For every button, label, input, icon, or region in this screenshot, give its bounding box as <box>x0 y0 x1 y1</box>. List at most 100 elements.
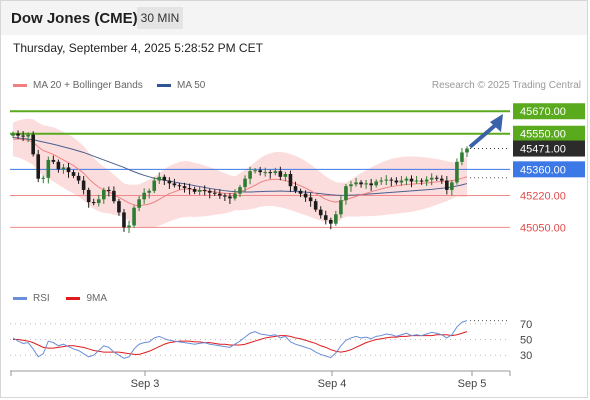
last-price-label: 45471.00 <box>520 144 566 156</box>
candle-body-86 <box>445 181 449 190</box>
candle-body-53 <box>279 171 283 177</box>
x-tick-label-0: Sep 3 <box>131 378 160 390</box>
candle-body-34 <box>183 186 187 188</box>
candle-body-72 <box>374 182 378 186</box>
candle-body-56 <box>294 186 298 191</box>
candle-body-73 <box>379 181 383 182</box>
candle-body-11 <box>67 167 71 172</box>
candle-body-84 <box>435 178 439 179</box>
candle-body-21 <box>117 201 121 212</box>
candle-body-68 <box>354 182 358 184</box>
candle-body-28 <box>152 181 156 191</box>
candle-body-40 <box>213 193 217 194</box>
candle-body-30 <box>163 177 167 181</box>
candle-body-16 <box>92 202 96 203</box>
candle-body-10 <box>62 167 66 169</box>
candle-body-38 <box>203 190 207 191</box>
candle-body-75 <box>390 180 394 181</box>
candle-body-9 <box>57 162 61 169</box>
candle-body-78 <box>405 179 409 181</box>
level-label-1: 45550.00 <box>520 129 566 141</box>
candle-body-49 <box>258 170 262 172</box>
candle-body-18 <box>102 190 106 199</box>
level-label-3: 45360.00 <box>520 164 566 176</box>
candle-body-46 <box>243 179 247 187</box>
candle-body-33 <box>178 185 182 186</box>
candle-body-6 <box>41 178 45 179</box>
candle-body-31 <box>168 181 172 184</box>
candle-body-32 <box>173 183 177 185</box>
candle-body-3 <box>26 135 30 137</box>
candle-body-89 <box>460 152 464 161</box>
candle-body-12 <box>72 172 76 176</box>
candle-body-2 <box>21 136 25 137</box>
candle-body-51 <box>268 172 272 173</box>
candle-body-15 <box>87 190 91 202</box>
candle-body-61 <box>319 210 323 216</box>
candle-body-5 <box>36 154 40 178</box>
candle-body-43 <box>228 196 232 198</box>
candle-body-35 <box>188 188 192 189</box>
rsi-tick-label-1: 50 <box>520 335 532 347</box>
candle-body-1 <box>16 134 20 136</box>
candle-body-42 <box>223 196 227 197</box>
candle-body-52 <box>274 171 278 173</box>
candle-body-67 <box>349 184 353 186</box>
candle-body-25 <box>137 199 141 207</box>
candle-body-82 <box>425 180 429 182</box>
candle-body-8 <box>52 160 56 162</box>
x-tick-label-2: Sep 5 <box>458 378 487 390</box>
candle-body-58 <box>304 194 308 198</box>
x-tick-label-1: Sep 4 <box>318 378 347 390</box>
candle-body-74 <box>384 180 388 181</box>
candle-body-87 <box>450 182 454 189</box>
candle-body-81 <box>420 181 424 182</box>
candle-body-80 <box>415 181 419 182</box>
candle-body-19 <box>107 190 111 191</box>
candle-body-13 <box>77 176 81 181</box>
candle-body-0 <box>11 134 15 136</box>
rsi-tick-label-2: 30 <box>520 350 532 362</box>
candle-body-26 <box>142 193 146 200</box>
candle-body-22 <box>122 212 126 227</box>
rsi-tick-label-0: 70 <box>520 319 532 331</box>
candle-body-41 <box>218 194 222 196</box>
candle-body-70 <box>364 183 368 184</box>
candle-body-76 <box>395 181 399 183</box>
candle-body-7 <box>47 160 51 178</box>
candle-body-4 <box>31 135 35 155</box>
candle-body-36 <box>193 189 197 192</box>
candle-body-64 <box>334 214 338 223</box>
level-label-5: 45050.00 <box>520 222 566 234</box>
candle-body-45 <box>238 187 242 194</box>
candle-body-39 <box>208 191 212 193</box>
candle-body-69 <box>359 182 363 184</box>
candle-body-37 <box>198 190 202 192</box>
candle-body-62 <box>324 215 328 220</box>
level-label-0: 45670.00 <box>520 106 566 118</box>
candle-body-47 <box>248 171 252 178</box>
candle-body-55 <box>289 174 293 186</box>
candle-body-85 <box>440 179 444 181</box>
candle-body-17 <box>97 199 101 203</box>
candle-body-14 <box>82 181 86 190</box>
candle-body-77 <box>400 181 404 183</box>
bollinger-band <box>13 119 467 228</box>
candle-body-29 <box>157 177 161 181</box>
candle-body-27 <box>147 191 151 193</box>
candle-body-66 <box>344 186 348 200</box>
candle-body-20 <box>112 191 116 201</box>
candle-body-57 <box>299 191 303 194</box>
candle-body-71 <box>369 183 373 185</box>
candle-body-23 <box>127 226 131 228</box>
candle-body-79 <box>410 179 414 182</box>
candle-body-90 <box>465 149 469 153</box>
candle-body-83 <box>430 178 434 180</box>
candle-body-24 <box>132 208 136 226</box>
candle-body-59 <box>309 197 313 201</box>
candle-body-44 <box>233 194 237 199</box>
candle-body-50 <box>263 172 267 173</box>
candle-body-54 <box>284 174 288 177</box>
candle-body-63 <box>329 220 333 224</box>
